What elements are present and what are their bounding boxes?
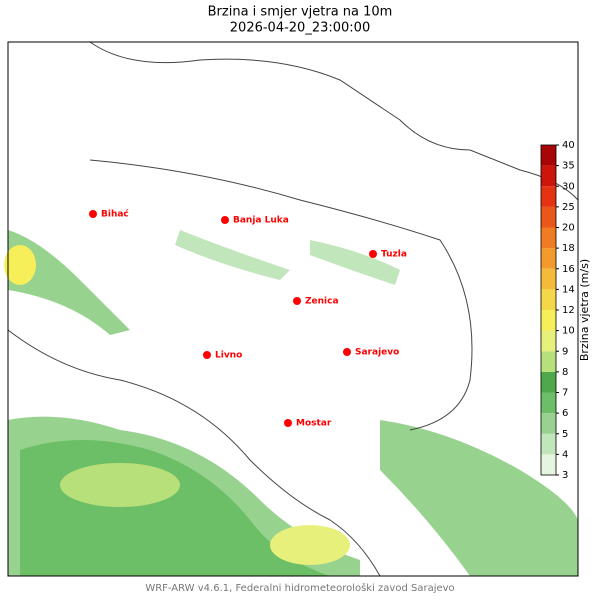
footer: WRF-ARW v4.6.1, Federalni hidrometeorolo… bbox=[145, 582, 454, 594]
subtitle: 2026-04-20_23:00:00 bbox=[230, 21, 370, 36]
colorbar-segment bbox=[541, 206, 556, 228]
wind-area bbox=[380, 420, 578, 576]
border bbox=[8, 41, 579, 201]
colorbar-tick-label: 3 bbox=[562, 470, 568, 481]
colorbar-tick-label: 10 bbox=[562, 326, 575, 337]
wind-area bbox=[270, 525, 350, 565]
colorbar-tick-label: 8 bbox=[562, 367, 568, 378]
colorbar-tick-label: 6 bbox=[562, 408, 568, 419]
wind-area bbox=[175, 230, 290, 280]
wind-area bbox=[8, 230, 130, 335]
colorbar-segment bbox=[541, 454, 556, 475]
city-marker bbox=[293, 297, 301, 305]
colorbar-tick-label: 12 bbox=[562, 305, 575, 316]
colorbar-tick-label: 20 bbox=[562, 223, 575, 234]
city-marker bbox=[203, 351, 211, 359]
colorbar-tick-label: 25 bbox=[562, 202, 575, 213]
city-marker bbox=[89, 210, 97, 218]
colorbar-tick-label: 4 bbox=[562, 449, 568, 460]
city-label: Bihać bbox=[101, 209, 129, 220]
city-marker bbox=[221, 216, 229, 224]
colorbar-segment bbox=[541, 165, 556, 187]
colorbar-segment bbox=[541, 186, 556, 207]
colorbar-segment bbox=[541, 248, 556, 269]
wind-area bbox=[310, 240, 400, 285]
colorbar-segment bbox=[541, 289, 556, 310]
city-label: Livno bbox=[215, 351, 242, 361]
colorbar-tick-label: 7 bbox=[562, 388, 568, 399]
colorbar-segment bbox=[541, 413, 556, 434]
wind-area bbox=[60, 463, 180, 507]
map: Bihać Banja Luka Tuzla Zenica Livno Sarajevo M… bbox=[4, 41, 579, 577]
city-label: Mostar bbox=[296, 419, 332, 429]
colorbar-tick-label: 35 bbox=[562, 161, 575, 172]
colorbar-segment bbox=[541, 371, 556, 393]
city-label: Banja Luka bbox=[233, 216, 289, 226]
map-border bbox=[7, 41, 579, 577]
colorbar: 3 4 5 6 7 8 9 10 12 14 16 18 20 25 30 35 40 bbox=[540, 140, 575, 481]
colorbar-tick-label: 14 bbox=[562, 284, 575, 295]
border bbox=[7, 329, 381, 577]
colorbar-tick-label: 5 bbox=[562, 429, 568, 440]
city-label: Sarajevo bbox=[355, 348, 399, 358]
wind-area bbox=[4, 245, 36, 285]
colorbar-tick-label: 9 bbox=[562, 346, 568, 357]
colorbar-segment bbox=[541, 310, 556, 331]
colorbar-segment bbox=[541, 351, 556, 372]
colorbar-tick-label: 16 bbox=[562, 264, 575, 275]
colorbar-label: Brzina vjetra (m/s) bbox=[578, 259, 591, 361]
city-marker bbox=[369, 250, 377, 258]
colorbar-segment bbox=[541, 433, 556, 455]
title: Brzina i smjer vjetra na 10m bbox=[208, 5, 393, 20]
city-label: Zenica bbox=[305, 297, 339, 307]
city-label: Tuzla bbox=[381, 250, 407, 260]
colorbar-segment bbox=[541, 145, 556, 166]
border bbox=[89, 159, 473, 431]
colorbar-tick-label: 30 bbox=[562, 181, 575, 192]
city-marker bbox=[343, 348, 351, 356]
city-marker bbox=[284, 419, 292, 427]
cities: Bihać Banja Luka Tuzla Zenica Livno Sarajevo M… bbox=[89, 209, 407, 429]
colorbar-segment bbox=[541, 227, 556, 249]
colorbar-segment bbox=[541, 330, 556, 352]
colorbar-tick-label: 40 bbox=[562, 140, 575, 151]
colorbar-tick-label: 18 bbox=[562, 243, 575, 254]
colorbar-segment bbox=[541, 268, 556, 290]
colorbar-segment bbox=[541, 392, 556, 414]
